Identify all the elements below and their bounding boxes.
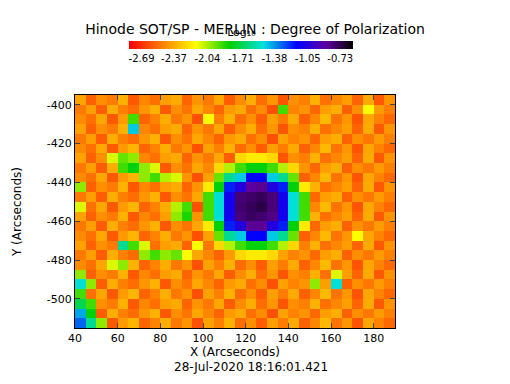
svg-text:180: 180 (363, 332, 384, 345)
svg-text:-460: -460 (47, 215, 72, 228)
svg-text:28-Jul-2020 18:16:01.421: 28-Jul-2020 18:16:01.421 (174, 360, 328, 374)
svg-text:-2.04: -2.04 (195, 53, 221, 64)
svg-text:160: 160 (321, 332, 342, 345)
svg-text:60: 60 (111, 332, 125, 345)
svg-text:-0.73: -0.73 (327, 53, 353, 64)
svg-text:80: 80 (153, 332, 167, 345)
svg-text:Y (Arcseconds): Y (Arcseconds) (10, 167, 24, 257)
svg-text:X (Arcseconds): X (Arcseconds) (190, 345, 280, 359)
svg-text:-400: -400 (47, 99, 72, 112)
svg-text:-480: -480 (47, 254, 72, 267)
svg-text:-1.05: -1.05 (295, 53, 321, 64)
svg-text:-2.37: -2.37 (161, 53, 187, 64)
svg-text:-440: -440 (47, 176, 72, 189)
svg-text:40: 40 (68, 332, 82, 345)
svg-text:-420: -420 (47, 137, 72, 150)
svg-text:Log₁₀: Log₁₀ (227, 26, 256, 39)
svg-text:140: 140 (278, 332, 299, 345)
svg-text:-1.38: -1.38 (261, 53, 287, 64)
svg-text:120: 120 (235, 332, 256, 345)
svg-text:-500: -500 (47, 293, 72, 306)
svg-text:100: 100 (193, 332, 214, 345)
svg-text:-1.71: -1.71 (228, 53, 254, 64)
svg-text:-2.69: -2.69 (129, 53, 155, 64)
svg-text:Hinode SOT/SP - MERLIN : Degre: Hinode SOT/SP - MERLIN : Degree of Polar… (85, 21, 425, 37)
